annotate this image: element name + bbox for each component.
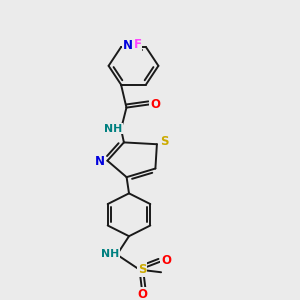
Text: S: S	[160, 135, 169, 148]
Text: O: O	[150, 98, 160, 111]
Text: O: O	[161, 254, 171, 267]
Text: O: O	[137, 289, 147, 300]
Text: N: N	[95, 155, 105, 169]
Text: S: S	[138, 263, 146, 276]
Text: N: N	[123, 39, 133, 52]
Text: F: F	[134, 38, 142, 52]
Text: NH: NH	[101, 249, 119, 259]
Text: NH: NH	[103, 124, 122, 134]
